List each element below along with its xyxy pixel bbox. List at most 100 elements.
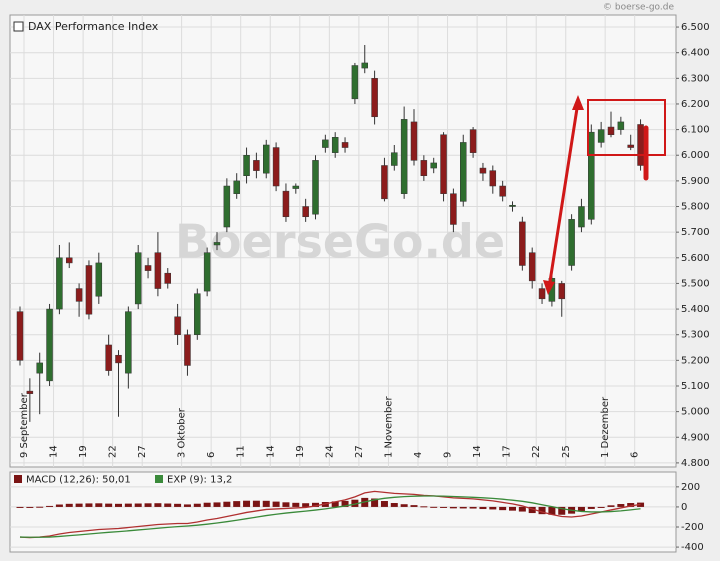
x-tick-label: 22 <box>108 445 119 458</box>
candle-body <box>578 206 585 228</box>
histogram-bar <box>400 504 408 507</box>
candle-body <box>26 390 34 394</box>
candle-body <box>341 142 349 148</box>
histogram-bar <box>154 503 162 507</box>
candle-body <box>115 354 122 364</box>
candle-body <box>381 165 388 200</box>
histogram-bar <box>282 502 290 507</box>
candle-body <box>253 160 260 171</box>
histogram-bar <box>509 506 516 511</box>
candle-body <box>125 311 132 374</box>
histogram-bar <box>272 501 280 507</box>
x-tick-label: 4 <box>413 452 424 458</box>
y-tick-label: 6.200 <box>681 99 710 110</box>
candle-body <box>46 308 53 382</box>
legend-swatch <box>155 475 163 483</box>
candle-body <box>450 193 457 225</box>
candle-body <box>85 265 93 315</box>
legend-label: EXP (9): 13,2 <box>167 475 232 486</box>
candle-body <box>282 190 290 218</box>
histogram-bar <box>499 506 507 511</box>
candle-body <box>597 129 605 143</box>
series-line <box>19 490 641 539</box>
candle-body <box>420 160 428 177</box>
histogram-bar <box>410 505 418 507</box>
candle-body <box>263 144 270 174</box>
candle-body <box>16 311 24 361</box>
x-tick-label: 27 <box>137 445 148 458</box>
x-tick-label: 14 <box>49 445 60 458</box>
y-tick-label: 5.500 <box>681 278 710 289</box>
x-tick-label: 9 September <box>19 392 30 458</box>
y-tick-label: -200 <box>681 522 704 533</box>
candle-body <box>312 160 319 215</box>
y-tick-label: 5.300 <box>681 330 710 341</box>
candle-body <box>538 288 546 300</box>
candle-body <box>637 124 644 166</box>
histogram-bar <box>390 503 398 507</box>
candle-body <box>174 316 181 335</box>
candle-body <box>607 126 615 135</box>
histogram-bar <box>262 500 270 507</box>
y-tick-label: 5.900 <box>681 176 710 187</box>
histogram-bar <box>558 506 566 515</box>
candle-body <box>322 139 329 148</box>
legend-swatch <box>13 21 24 32</box>
histogram-bar <box>341 500 349 507</box>
candle-body <box>519 221 526 266</box>
histogram-bar <box>331 501 339 507</box>
histogram-bar <box>312 502 319 507</box>
y-tick-label: -400 <box>681 542 704 553</box>
annotation <box>543 95 666 295</box>
arrow-head <box>543 280 555 295</box>
candle-body <box>66 257 73 264</box>
candle-body <box>233 180 240 194</box>
annotation-box <box>587 99 666 156</box>
histogram-bar <box>302 503 310 507</box>
candle-body <box>213 242 221 246</box>
y-tick-label: 4.900 <box>681 432 710 443</box>
candle-body <box>469 129 477 153</box>
histogram-bar <box>479 506 487 510</box>
histogram-bar <box>617 504 625 507</box>
candle-body <box>223 185 231 228</box>
histogram-bar <box>292 502 300 507</box>
y-tick-label: 5.100 <box>681 381 710 392</box>
copyright: © boerse-go.de <box>603 3 674 13</box>
candle-body <box>154 252 162 289</box>
candle-body <box>558 283 565 300</box>
histogram-bar <box>587 506 595 509</box>
histogram-bar <box>420 506 428 508</box>
candle-body <box>410 121 418 161</box>
y-tick-label: 6.300 <box>681 73 710 84</box>
candle-body <box>489 170 497 187</box>
x-tick-label: 17 <box>502 445 513 458</box>
x-tick-label: 9 <box>443 452 454 458</box>
histogram-bar <box>174 503 182 507</box>
histogram-bar <box>538 506 546 515</box>
candle-body <box>243 154 250 177</box>
y-tick-label: 4.800 <box>681 458 710 469</box>
histogram-bar <box>518 506 526 512</box>
candle-body <box>588 131 595 220</box>
x-tick-label: 25 <box>561 445 572 458</box>
histogram-bar <box>55 504 63 507</box>
y-tick-label: 6.100 <box>681 125 710 136</box>
histogram-bar <box>134 503 142 507</box>
histogram-bar <box>46 505 54 507</box>
legend-title: DAX Performance Index <box>28 20 159 33</box>
candle-body <box>95 262 103 297</box>
candle-body <box>440 134 447 194</box>
candle-body <box>371 78 378 118</box>
histogram-bar <box>489 506 497 510</box>
candle-body <box>430 162 437 169</box>
candle-body <box>272 147 280 187</box>
histogram-bar <box>115 503 122 507</box>
histogram-bar <box>430 506 438 508</box>
candle-body <box>134 252 142 305</box>
candle-body <box>627 144 634 148</box>
histogram-bar <box>440 506 448 508</box>
histogram-bar <box>183 504 191 507</box>
candle-body <box>351 65 359 100</box>
